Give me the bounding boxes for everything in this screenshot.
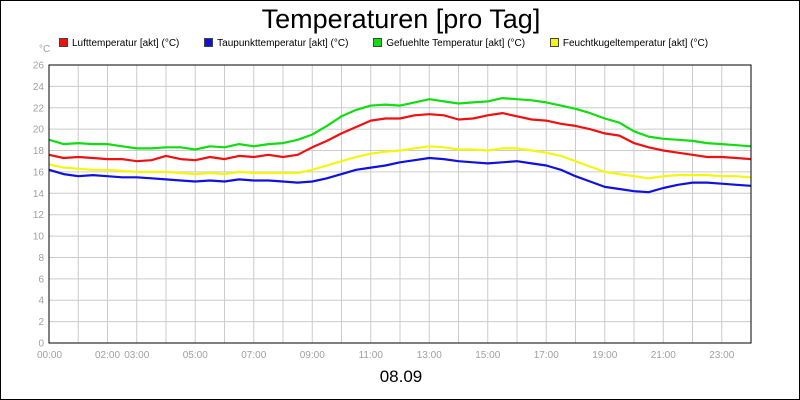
x-axis-ticks: 00:00 02:00 03:00 05:00 07:00 09:00 11:00 13:00… — [37, 350, 735, 361]
legend-label-taupunkttemperatur: Taupunkttemperatur [akt] (°C) — [217, 38, 349, 49]
legend-entry-taupunkttemperatur: Taupunkttemperatur [akt] (°C) — [204, 38, 348, 49]
legend-label-gefuehlte-temperatur: Gefuehlte Temperatur [akt] (°C) — [386, 38, 526, 49]
legend-swatch-gefuehlte-temperatur — [373, 38, 383, 47]
y-tick-label: 20 — [33, 125, 45, 136]
legend-swatch-feuchtkugeltemperatur — [549, 38, 559, 47]
series-line-3 — [48, 145, 752, 180]
legend-swatch-taupunkttemperatur — [204, 38, 214, 47]
date-label: 08.09 — [379, 367, 423, 386]
x-tick-label: 19:00 — [592, 350, 617, 361]
y-tick-label: 6 — [38, 274, 44, 285]
legend-entry-gefuehlte-temperatur: Gefuehlte Temperatur [akt] (°C) — [373, 38, 525, 49]
x-tick-label: 09:00 — [300, 350, 325, 361]
y-tick-label: 8 — [38, 253, 44, 264]
x-tick-label: 13:00 — [417, 350, 442, 361]
x-tick-label: 03:00 — [124, 350, 149, 361]
series-line-2 — [48, 96, 752, 151]
x-tick-label: 17:00 — [534, 350, 559, 361]
y-tick-label: 22 — [33, 103, 45, 114]
chart-title: Temperaturen [pro Tag] — [261, 4, 541, 34]
y-tick-label: 2 — [38, 317, 44, 328]
x-tick-label: 23:00 — [709, 350, 734, 361]
y-tick-label: 10 — [33, 232, 45, 243]
legend-swatch-lufttemperatur — [59, 38, 68, 47]
legend-label-feuchtkugeltemperatur: Feuchtkugeltemperatur [akt] (°C) — [562, 38, 709, 49]
x-tick-label: 00:00 — [37, 350, 62, 361]
legend-entry-lufttemperatur: Lufttemperatur [akt] (°C) — [59, 38, 179, 49]
series-line-1 — [48, 156, 752, 194]
series-line-0 — [48, 111, 752, 163]
plot-border — [48, 64, 752, 344]
x-tick-label: 02:00 — [95, 350, 120, 361]
y-tick-label: 14 — [33, 189, 45, 200]
y-tick-label: 12 — [33, 210, 45, 221]
y-axis-unit: °C — [39, 44, 50, 55]
y-tick-label: 26 — [33, 61, 45, 72]
x-tick-label: 11:00 — [359, 350, 384, 361]
x-tick-label: 07:00 — [241, 350, 266, 361]
x-tick-label: 15:00 — [475, 350, 500, 361]
legend-entry-feuchtkugeltemperatur: Feuchtkugeltemperatur [akt] (°C) — [549, 38, 709, 49]
y-tick-label: 24 — [33, 82, 45, 93]
legend-label-lufttemperatur: Lufttemperatur [akt] (°C) — [72, 38, 180, 49]
x-tick-label: 05:00 — [183, 350, 208, 361]
y-tick-label: 0 — [38, 339, 44, 350]
series-lines — [48, 96, 752, 194]
x-tick-label: 21:00 — [651, 350, 676, 361]
y-tick-label: 18 — [33, 146, 45, 157]
y-tick-label: 16 — [33, 167, 45, 178]
legend: Lufttemperatur [akt] (°C) Taupunkttemper… — [59, 38, 730, 54]
y-tick-label: 4 — [38, 296, 44, 307]
